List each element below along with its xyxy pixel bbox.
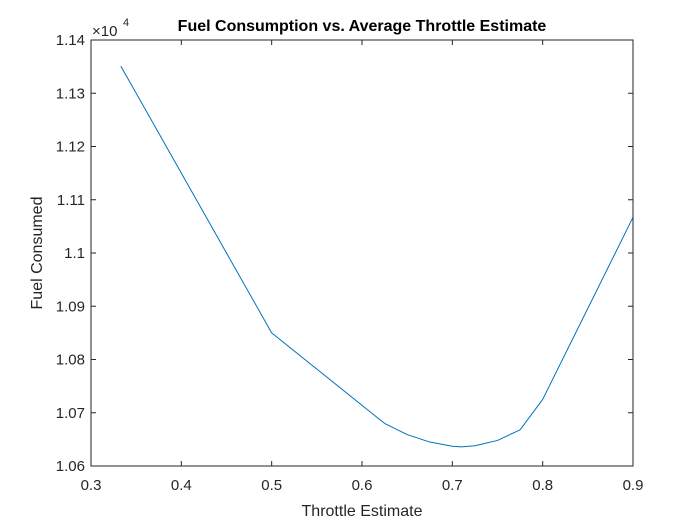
y-exponent-multiplier: ×10 xyxy=(92,23,117,40)
x-axis-label: Throttle Estimate xyxy=(302,503,423,520)
x-tick-labels: 0.3 0.4 0.5 0.6 0.7 0.8 0.9 xyxy=(81,477,644,494)
y-tick-label: 1.14 xyxy=(56,32,85,49)
x-tick-label: 0.5 xyxy=(261,477,282,494)
x-tick-label: 0.8 xyxy=(532,477,553,494)
chart-title: Fuel Consumption vs. Average Throttle Es… xyxy=(178,18,547,35)
y-tick-label: 1.07 xyxy=(56,405,85,422)
y-exponent-power: 4 xyxy=(123,17,129,29)
y-tick-label: 1.08 xyxy=(56,352,85,369)
y-tick-label: 1.13 xyxy=(56,85,85,102)
y-tick-label: 1.12 xyxy=(56,139,85,156)
y-tick-label: 1.06 xyxy=(56,458,85,475)
x-tick-label: 0.7 xyxy=(442,477,463,494)
y-tick-label: 1.09 xyxy=(56,298,85,315)
x-tick-label: 0.3 xyxy=(81,477,102,494)
y-tick-label: 1.11 xyxy=(57,192,85,209)
series-line xyxy=(120,65,634,448)
y-tick-labels: 1.06 1.07 1.08 1.09 1.1 1.11 1.12 1.13 1.14 xyxy=(56,32,85,475)
plot-area xyxy=(91,40,633,466)
y-axis-label: Fuel Consumed xyxy=(29,197,46,310)
axes-box xyxy=(90,39,634,467)
y-tick-label: 1.1 xyxy=(64,245,85,262)
series-layer xyxy=(120,65,634,448)
x-tick-label: 0.6 xyxy=(352,477,373,494)
x-tick-label: 0.4 xyxy=(171,477,192,494)
x-tick-label: 0.9 xyxy=(623,477,644,494)
